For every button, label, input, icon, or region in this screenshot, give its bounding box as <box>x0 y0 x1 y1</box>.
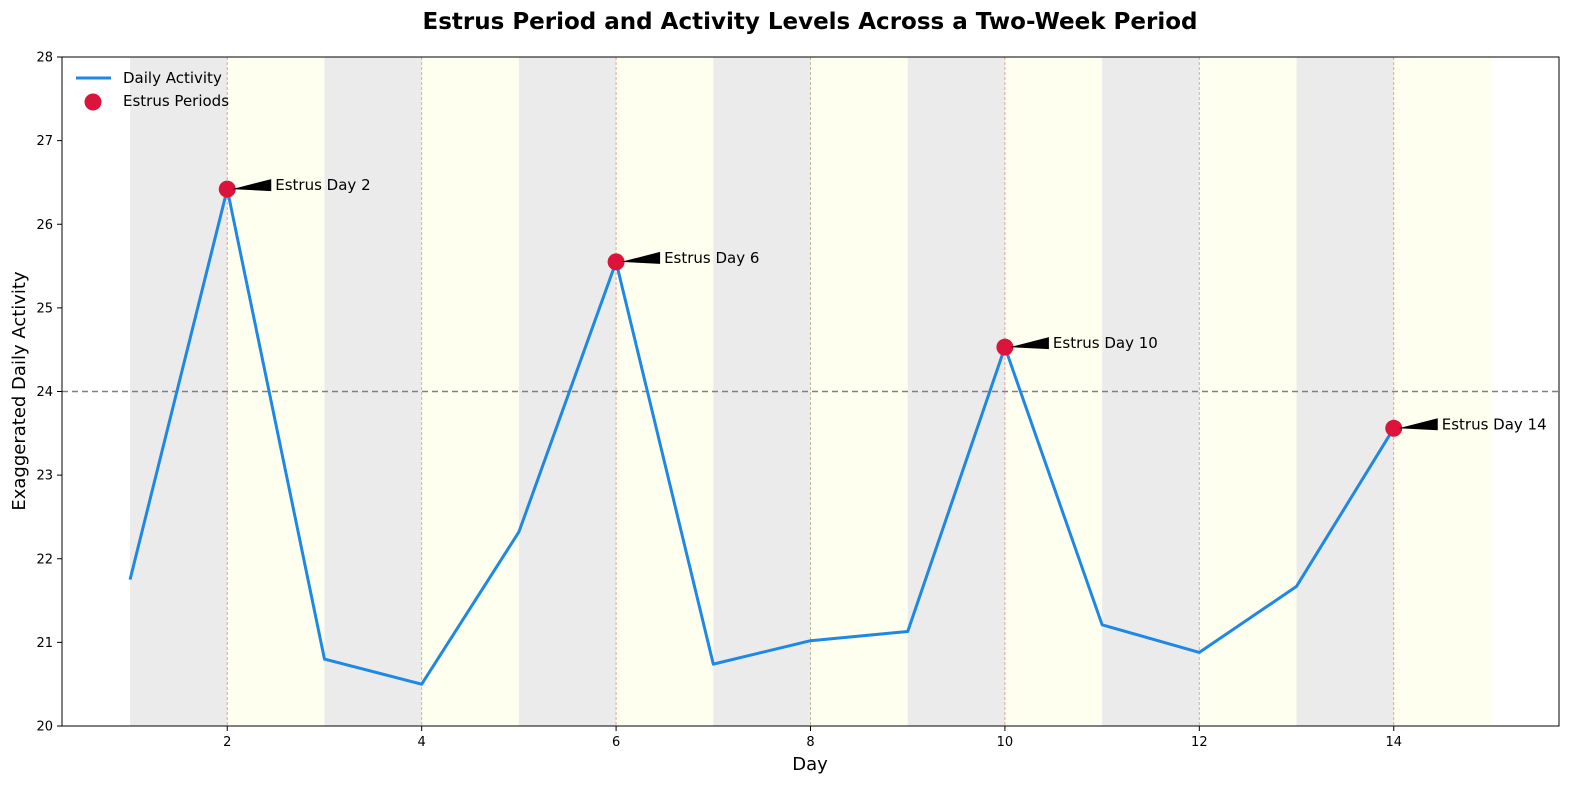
y-axis-label: Exaggerated Daily Activity <box>9 271 30 511</box>
annotation-arrow-day-10 <box>1009 337 1049 350</box>
x-tick-label-8: 8 <box>806 735 814 750</box>
legend-marker-estrus-periods <box>84 93 102 111</box>
legend-label-estrus-periods: Estrus Periods <box>123 92 229 110</box>
y-tick-label-21: 21 <box>36 636 53 651</box>
daily-activity-line <box>128 187 1396 686</box>
annotation-label-day-6: Estrus Day 6 <box>664 249 759 267</box>
annotation-arrow-day-2 <box>232 179 272 192</box>
estrus-point-day-14 <box>1385 419 1403 437</box>
estrus-point-day-6 <box>607 253 625 271</box>
y-tick-label-25: 25 <box>36 301 53 316</box>
y-tick-label-24: 24 <box>36 385 53 400</box>
chart-title: Estrus Period and Activity Levels Across… <box>423 9 1198 35</box>
x-tick-label-2: 2 <box>223 735 231 750</box>
y-tick-label-26: 26 <box>36 218 53 233</box>
annotation-arrow-day-6 <box>621 251 661 264</box>
y-tick-label-27: 27 <box>36 134 53 149</box>
estrus-vertical-lines <box>226 57 1395 726</box>
y-tick-label-20: 20 <box>36 720 53 735</box>
annotations-group: Estrus Day 2 Estrus Day 6 Estrus Day 10 Est… <box>232 176 1547 433</box>
annotation-arrow-day-14 <box>1398 418 1438 431</box>
series-group <box>128 180 1403 686</box>
x-tick-label-10: 10 <box>997 735 1014 750</box>
x-axis-label: Day <box>792 754 828 775</box>
legend: Daily Activity Estrus Periods <box>76 69 229 111</box>
annotation-label-day-2: Estrus Day 2 <box>275 176 370 194</box>
y-tick-label-23: 23 <box>36 469 53 484</box>
x-tick-label-14: 14 <box>1385 735 1402 750</box>
estrus-point-day-2 <box>218 180 236 198</box>
x-tick-label-4: 4 <box>418 735 426 750</box>
estrus-point-day-10 <box>996 338 1014 356</box>
annotation-label-day-10: Estrus Day 10 <box>1053 334 1158 352</box>
x-tick-label-6: 6 <box>612 735 620 750</box>
annotation-label-day-14: Estrus Day 14 <box>1442 415 1547 433</box>
x-tick-label-12: 12 <box>1191 735 1208 750</box>
legend-label-daily-activity: Daily Activity <box>123 69 222 87</box>
y-tick-label-28: 28 <box>36 51 53 66</box>
y-tick-label-22: 22 <box>36 552 53 567</box>
